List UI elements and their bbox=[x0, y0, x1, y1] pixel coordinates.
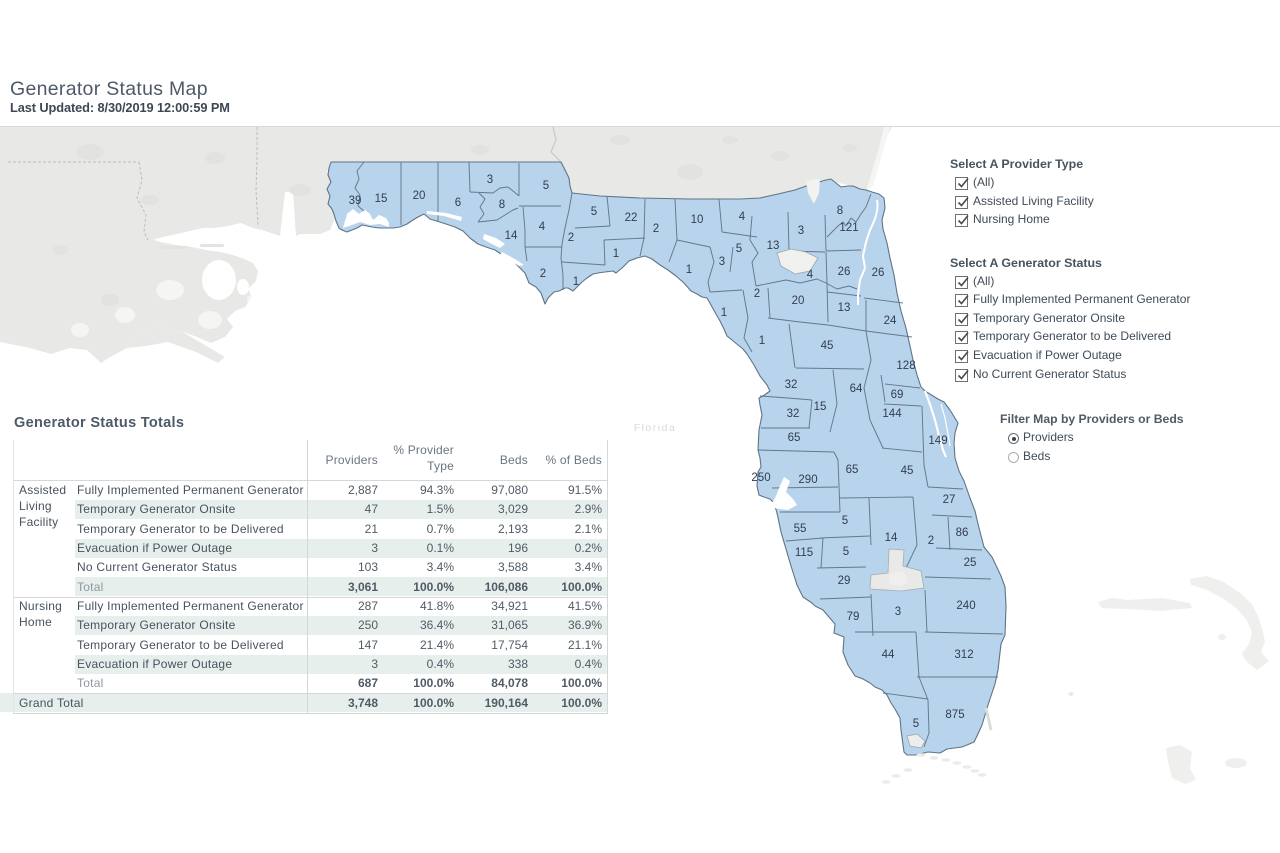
svg-text:250: 250 bbox=[751, 472, 770, 484]
svg-text:69: 69 bbox=[891, 389, 904, 401]
svg-text:20: 20 bbox=[413, 190, 426, 202]
svg-text:149: 149 bbox=[928, 435, 947, 447]
svg-text:5: 5 bbox=[843, 546, 849, 558]
svg-text:1: 1 bbox=[573, 276, 579, 288]
svg-text:13: 13 bbox=[767, 240, 780, 252]
svg-text:2: 2 bbox=[754, 288, 760, 300]
svg-text:65: 65 bbox=[788, 432, 801, 444]
svg-text:8: 8 bbox=[837, 205, 843, 217]
svg-text:2: 2 bbox=[568, 232, 574, 244]
svg-text:1: 1 bbox=[721, 307, 727, 319]
svg-text:29: 29 bbox=[838, 575, 851, 587]
svg-text:14: 14 bbox=[885, 532, 898, 544]
svg-text:13: 13 bbox=[838, 302, 851, 314]
svg-text:1: 1 bbox=[759, 335, 765, 347]
svg-text:26: 26 bbox=[838, 266, 851, 278]
svg-text:3: 3 bbox=[487, 174, 493, 186]
svg-text:1: 1 bbox=[686, 264, 692, 276]
svg-text:240: 240 bbox=[956, 600, 975, 612]
svg-text:128: 128 bbox=[896, 360, 915, 372]
svg-text:32: 32 bbox=[787, 408, 800, 420]
svg-text:24: 24 bbox=[884, 315, 897, 327]
svg-text:22: 22 bbox=[625, 212, 638, 224]
svg-text:290: 290 bbox=[798, 474, 817, 486]
svg-text:312: 312 bbox=[954, 649, 973, 661]
svg-text:4: 4 bbox=[539, 221, 546, 233]
svg-text:55: 55 bbox=[794, 523, 807, 535]
svg-text:44: 44 bbox=[882, 649, 895, 661]
svg-text:5: 5 bbox=[736, 243, 742, 255]
svg-text:2: 2 bbox=[928, 535, 934, 547]
svg-text:26: 26 bbox=[872, 267, 885, 279]
svg-text:4: 4 bbox=[807, 269, 814, 281]
svg-text:86: 86 bbox=[956, 527, 969, 539]
svg-text:Florida: Florida bbox=[634, 422, 677, 434]
svg-text:2: 2 bbox=[653, 223, 659, 235]
svg-text:32: 32 bbox=[785, 379, 798, 391]
svg-text:79: 79 bbox=[847, 611, 860, 623]
svg-text:5: 5 bbox=[842, 515, 848, 527]
svg-text:1: 1 bbox=[613, 248, 619, 260]
svg-text:144: 144 bbox=[882, 408, 902, 420]
svg-text:14: 14 bbox=[505, 230, 518, 242]
svg-text:10: 10 bbox=[691, 214, 704, 226]
svg-text:8: 8 bbox=[499, 199, 505, 211]
svg-text:45: 45 bbox=[901, 465, 914, 477]
svg-text:3: 3 bbox=[895, 606, 901, 618]
svg-text:875: 875 bbox=[945, 709, 964, 721]
svg-text:20: 20 bbox=[792, 295, 805, 307]
svg-text:27: 27 bbox=[943, 494, 956, 506]
svg-text:121: 121 bbox=[839, 222, 858, 234]
svg-text:5: 5 bbox=[591, 206, 597, 218]
svg-text:6: 6 bbox=[455, 197, 461, 209]
svg-text:5: 5 bbox=[543, 180, 549, 192]
svg-text:2: 2 bbox=[540, 268, 546, 280]
svg-text:3: 3 bbox=[719, 256, 725, 268]
svg-text:15: 15 bbox=[375, 193, 388, 205]
svg-text:64: 64 bbox=[850, 383, 863, 395]
svg-text:3: 3 bbox=[798, 225, 804, 237]
svg-text:115: 115 bbox=[795, 547, 813, 559]
svg-text:4: 4 bbox=[739, 211, 746, 223]
svg-text:65: 65 bbox=[846, 464, 859, 476]
svg-text:25: 25 bbox=[964, 557, 977, 569]
svg-text:15: 15 bbox=[814, 401, 827, 413]
svg-text:5: 5 bbox=[913, 718, 919, 730]
svg-text:45: 45 bbox=[821, 340, 834, 352]
svg-text:39: 39 bbox=[349, 195, 362, 207]
